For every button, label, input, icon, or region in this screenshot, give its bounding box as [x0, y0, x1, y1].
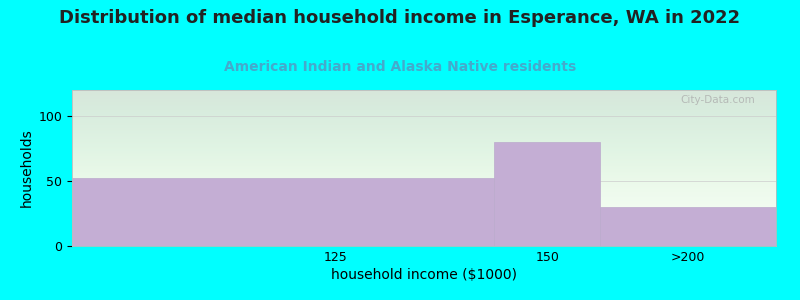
Text: Distribution of median household income in Esperance, WA in 2022: Distribution of median household income … [59, 9, 741, 27]
Text: City-Data.com: City-Data.com [680, 95, 755, 105]
X-axis label: household income ($1000): household income ($1000) [331, 268, 517, 282]
Bar [72, 178, 494, 246]
Bar [494, 142, 600, 246]
Text: American Indian and Alaska Native residents: American Indian and Alaska Native reside… [224, 60, 576, 74]
Bar [600, 207, 776, 246]
Y-axis label: households: households [20, 129, 34, 207]
